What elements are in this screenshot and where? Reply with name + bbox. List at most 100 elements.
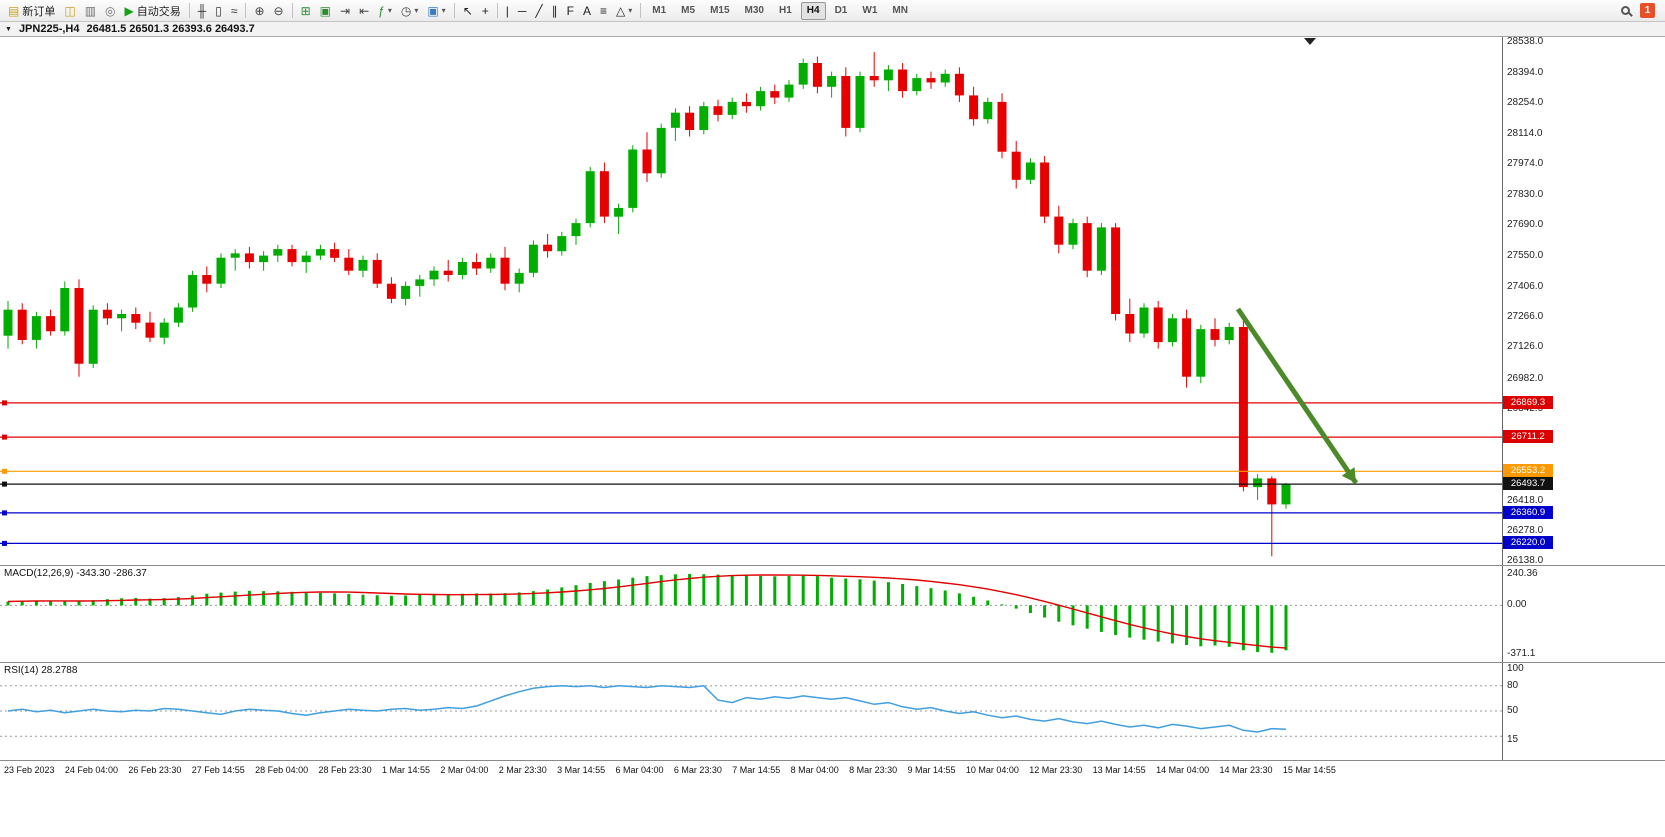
tile-windows-button[interactable]: ⊞ bbox=[297, 1, 315, 20]
snapshot-icon: ▣ bbox=[427, 3, 439, 18]
candlestick-button[interactable]: ▯ bbox=[211, 1, 226, 20]
fibonacci-button[interactable]: F bbox=[563, 1, 578, 20]
bar-chart-button[interactable]: ╫ bbox=[194, 1, 211, 20]
price-badge: 26553.2 bbox=[1503, 464, 1553, 478]
time-axis-label: 10 Mar 04:00 bbox=[965, 765, 1019, 775]
candle-body bbox=[159, 322, 169, 338]
arrows-icon: ≡ bbox=[600, 3, 608, 18]
candle-body bbox=[926, 78, 936, 83]
timeframe-h1-button[interactable]: H1 bbox=[773, 2, 798, 20]
rsi-axis-label: 80 bbox=[1507, 679, 1519, 691]
time-axis-label: 14 Mar 23:30 bbox=[1219, 765, 1273, 775]
line-chart-button[interactable]: ≈ bbox=[227, 1, 242, 20]
horizontal-line-button[interactable]: ─ bbox=[514, 1, 531, 20]
timeframe-w1-button[interactable]: W1 bbox=[856, 2, 883, 20]
dropdown-caret-icon: ▾ bbox=[441, 6, 446, 15]
auto-trading-button[interactable]: ▶ 自动交易 bbox=[121, 1, 185, 20]
line-handle[interactable] bbox=[2, 400, 7, 406]
text-button[interactable]: A bbox=[579, 1, 595, 20]
line-handle[interactable] bbox=[2, 434, 7, 440]
chart-shift-button[interactable]: ⇤ bbox=[355, 1, 373, 20]
vertical-line-button[interactable]: | bbox=[502, 1, 513, 20]
line-handle[interactable] bbox=[2, 510, 7, 516]
chart-menu-caret-icon[interactable]: ▼ bbox=[5, 25, 12, 33]
cascade-windows-button[interactable]: ▣ bbox=[316, 1, 335, 20]
dropdown-caret-icon: ▾ bbox=[414, 6, 419, 15]
candle-body bbox=[131, 314, 141, 323]
chart-shift-marker[interactable] bbox=[1304, 38, 1316, 45]
timeframe-m15-button[interactable]: M15 bbox=[704, 2, 735, 20]
rsi-axis-label: 100 bbox=[1507, 663, 1524, 674]
candle-body bbox=[983, 101, 993, 120]
candle-body bbox=[230, 253, 240, 258]
line-handle[interactable] bbox=[2, 468, 7, 474]
new-order-button[interactable]: ▤ 新订单 bbox=[4, 1, 59, 20]
arrows-button[interactable]: ≡ bbox=[596, 1, 611, 20]
rsi-axis[interactable]: 100 80 50 15 bbox=[1502, 663, 1665, 760]
macd-label: MACD(12,26,9) -343.30 -286.37 bbox=[4, 568, 147, 579]
line-handle[interactable] bbox=[2, 481, 7, 487]
refresh-button[interactable]: ◎ bbox=[101, 1, 119, 20]
candle-body bbox=[969, 95, 979, 120]
candle-body bbox=[898, 69, 908, 92]
candle-body bbox=[912, 78, 922, 92]
time-axis[interactable]: 23 Feb 2023 24 Feb 04:00 26 Feb 23:30 27 Fe… bbox=[0, 760, 1665, 780]
charts-grid-button[interactable]: ◫ bbox=[60, 1, 79, 20]
trend-arrow-head[interactable] bbox=[1341, 467, 1356, 483]
candle-body bbox=[358, 259, 368, 271]
candle-body bbox=[3, 309, 13, 336]
zoom-out-button[interactable]: ⊖ bbox=[270, 1, 288, 20]
toolbar-separator bbox=[188, 3, 190, 18]
timeframe-m1-button[interactable]: M1 bbox=[646, 2, 672, 20]
price-axis-label: 28538.0 bbox=[1507, 35, 1544, 47]
new-order-icon: ▤ bbox=[8, 3, 20, 18]
candle-body bbox=[770, 91, 780, 98]
macd-canvas[interactable] bbox=[0, 566, 1502, 662]
main-chart-canvas[interactable] bbox=[0, 37, 1502, 565]
candle-body bbox=[1125, 314, 1135, 334]
timeframe-m5-button[interactable]: M5 bbox=[675, 2, 701, 20]
auto-scroll-button[interactable]: ⇥ bbox=[336, 1, 354, 20]
macd-signal-line bbox=[7, 574, 1287, 649]
notification-badge[interactable]: 1 bbox=[1640, 3, 1655, 18]
candle-body bbox=[188, 275, 198, 308]
candle-body bbox=[1153, 307, 1163, 343]
trendline-button[interactable]: ╱ bbox=[531, 1, 546, 20]
crosshair-button[interactable]: + bbox=[478, 1, 493, 20]
timeframe-d1-button[interactable]: D1 bbox=[829, 2, 854, 20]
zoom-in-button[interactable]: ⊕ bbox=[250, 1, 268, 20]
candle-body bbox=[954, 73, 964, 96]
rsi-canvas[interactable] bbox=[0, 663, 1502, 759]
price-badge: 26360.9 bbox=[1503, 505, 1553, 519]
candle-body bbox=[1267, 478, 1277, 505]
search-button[interactable] bbox=[1613, 1, 1637, 20]
clock-button[interactable]: ◷ ▾ bbox=[397, 1, 423, 20]
candlestick-icon: ▯ bbox=[215, 3, 222, 18]
cursor-button[interactable]: ↖ bbox=[459, 1, 477, 20]
candle-body bbox=[1238, 327, 1248, 488]
candle-body bbox=[1068, 223, 1078, 245]
indicators-button[interactable]: ƒ ▾ bbox=[374, 1, 396, 20]
price-axis[interactable]: 28538.0 28394.0 28254.0 28114.0 27974.0 27830… bbox=[1502, 35, 1665, 566]
line-handle[interactable] bbox=[2, 540, 7, 546]
print-button[interactable]: ▥ bbox=[81, 1, 100, 20]
candle-body bbox=[287, 249, 297, 263]
candle-body bbox=[812, 63, 822, 87]
candle-body bbox=[117, 314, 127, 319]
search-icon bbox=[1620, 6, 1630, 15]
crosshair-icon: + bbox=[481, 3, 489, 18]
price-axis-label: 27974.0 bbox=[1507, 157, 1544, 169]
timeframe-mn-button[interactable]: MN bbox=[886, 2, 914, 20]
macd-axis-label: -371.1 bbox=[1507, 648, 1536, 659]
trend-arrow-line[interactable] bbox=[1235, 307, 1359, 485]
channel-button[interactable]: ∥ bbox=[548, 1, 562, 20]
candle-body bbox=[756, 91, 766, 107]
candle-body bbox=[259, 255, 269, 263]
macd-axis[interactable]: 240.36 0.00 -371.1 bbox=[1502, 566, 1665, 662]
timeframe-m30-button[interactable]: M30 bbox=[739, 2, 770, 20]
snapshot-button[interactable]: ▣ ▾ bbox=[423, 1, 449, 20]
candle-body bbox=[585, 171, 595, 224]
timeframe-h4-button[interactable]: H4 bbox=[800, 1, 826, 20]
candle-body bbox=[841, 76, 851, 128]
shapes-button[interactable]: △ ▾ bbox=[612, 1, 636, 20]
